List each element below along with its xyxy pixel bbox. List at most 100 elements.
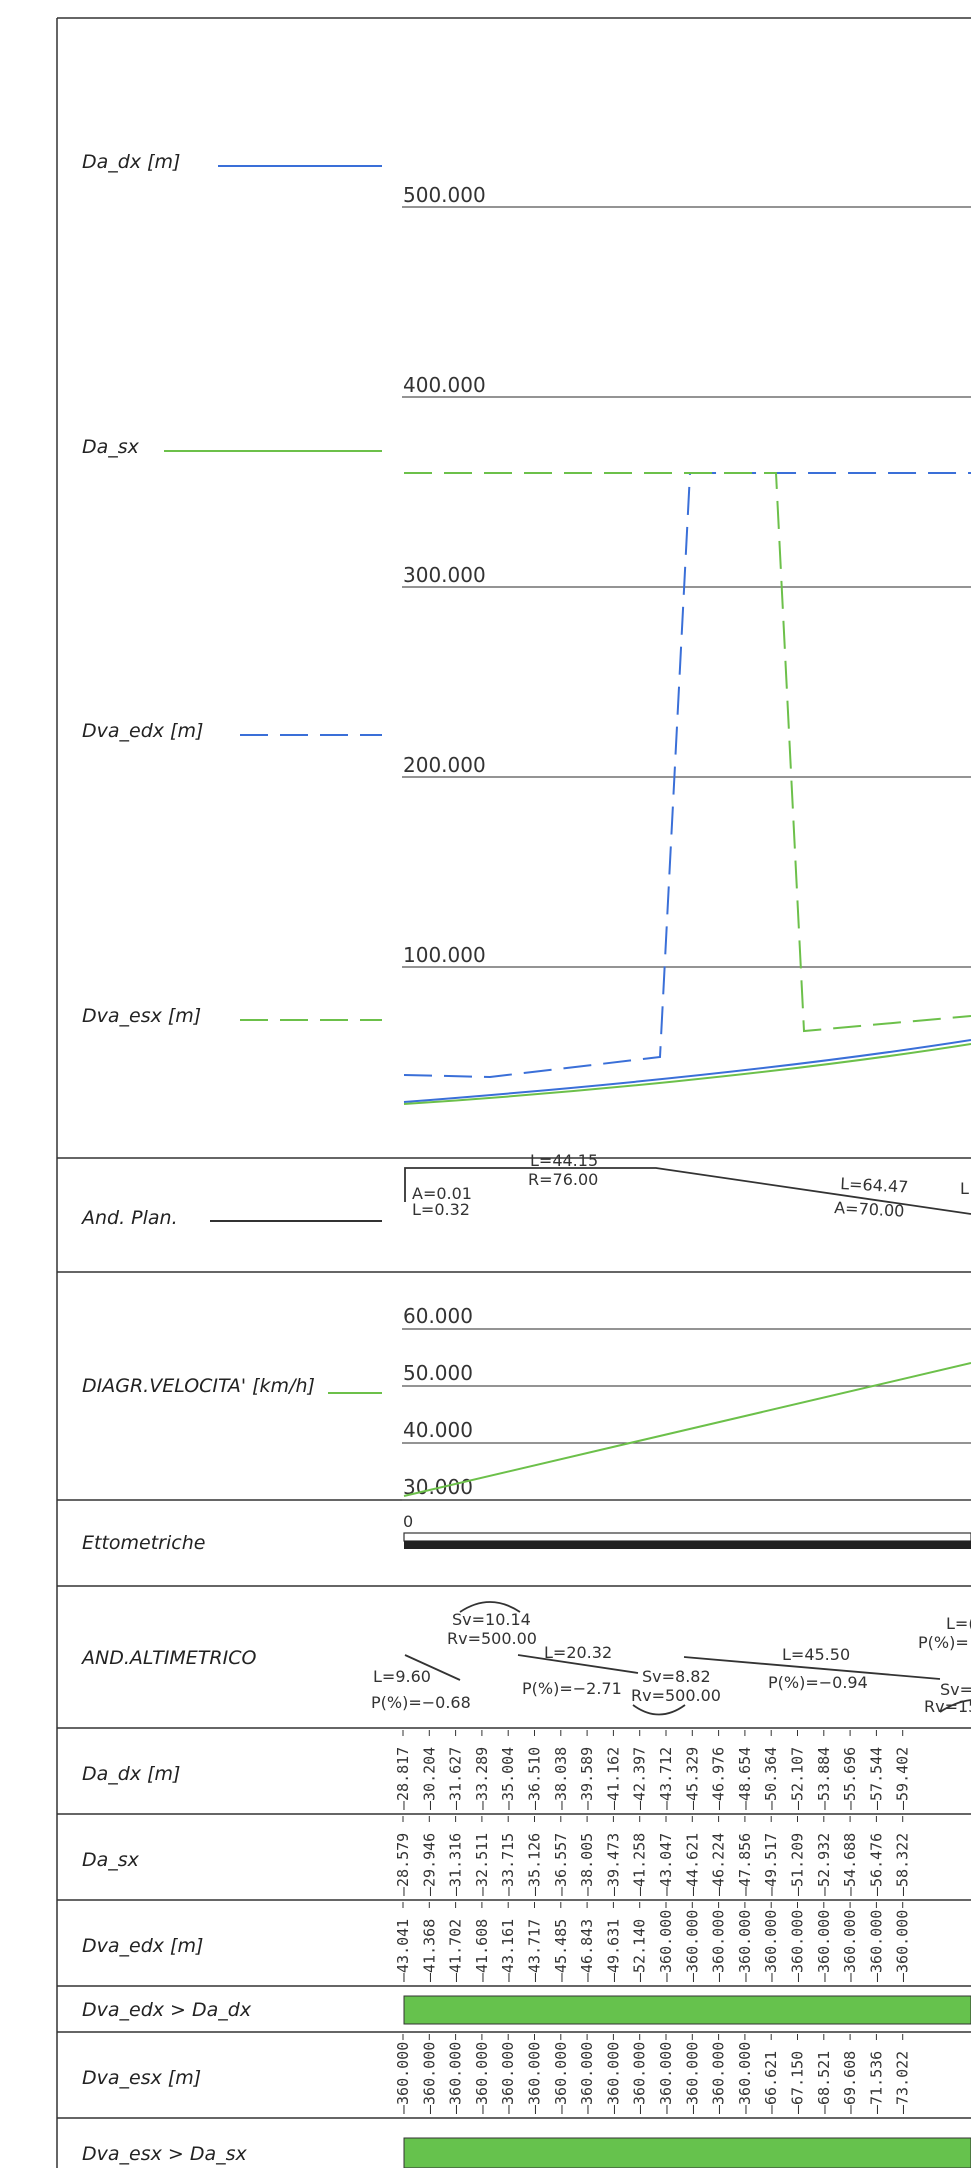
condition-bar-dva-edx	[403, 1995, 971, 2025]
row-label-dva-edx: Dva_edx [m]	[82, 1935, 203, 1957]
alignment-annotation: L=44.15	[530, 1151, 598, 1170]
series-dva-esx-line	[404, 472, 971, 1033]
grade-annotation: Sv=10.14	[452, 1610, 531, 1629]
table-cell-value: —46.976	[710, 1747, 728, 1810]
table-cell-value: —38.038	[552, 1747, 570, 1810]
table-cell-value: —43.717	[526, 1919, 544, 1982]
table-cell-value: —58.322	[894, 1833, 912, 1896]
and-plan-label: And. Plan.	[80, 1207, 178, 1229]
table-cell-value: —32.511	[473, 1833, 491, 1896]
table-cell-value: —360.000	[841, 1910, 859, 1982]
speed-tick-label: 40.000	[403, 1418, 473, 1442]
grade-lines	[404, 1601, 971, 1716]
table-cell-value: —360.000	[657, 2042, 675, 2114]
table-cell-value: —28.579	[394, 1833, 412, 1896]
table-cell-value: —30.204	[420, 1747, 438, 1810]
table-cell-value: —53.884	[815, 1747, 833, 1810]
table-cell-value: —47.856	[736, 1833, 754, 1896]
table-cell-value: —43.712	[657, 1747, 675, 1810]
visibility-diagram: 500.000 400.000 300.000 200.000 100.000 …	[82, 151, 971, 1105]
table-cell-value: —360.000	[526, 2042, 544, 2114]
legend-label-da-dx: Da_dx [m]	[82, 151, 180, 173]
table-cell-value: —360.000	[736, 2042, 754, 2114]
table-cell-value: —360.000	[867, 1910, 885, 1982]
alignment-annotation: A=0.01	[412, 1184, 472, 1203]
y-tick-label: 300.000	[403, 563, 486, 587]
table-cell-value: —360.000	[710, 2042, 728, 2114]
ettometriche-label: Ettometriche	[82, 1532, 205, 1554]
y-gridlines	[402, 206, 971, 968]
grade-annotation: L=(	[946, 1614, 971, 1633]
table-cell-value: —39.473	[604, 1833, 622, 1896]
table-cell-value: —41.258	[631, 1833, 649, 1896]
y-tick-label: 200.000	[403, 753, 486, 777]
alignment-annotation: R=76.00	[528, 1170, 598, 1189]
row-label-dva-edx-gt-da-dx: Dva_edx > Da_dx	[82, 1999, 252, 2021]
series-da-sx-line	[403, 1043, 971, 1105]
vertical-profile-band: AND.ALTIMETRICO Sv=10.14 Rv=500.00 L=9.6…	[80, 1601, 971, 1716]
series-dva-edx-line	[403, 472, 971, 1079]
grade-annotation: Sv=8.82	[642, 1667, 711, 1686]
table-cell-value: —28.817	[394, 1747, 412, 1810]
ettometriche-start: 0	[403, 1512, 413, 1531]
table-cell-value: —360.000	[447, 2042, 465, 2114]
grade-annotation: Sv=	[940, 1680, 971, 1699]
hectometric-band: Ettometriche 0	[82, 1512, 971, 1554]
y-tick-label: 400.000	[403, 373, 486, 397]
table-cell-value: —36.557	[552, 1833, 570, 1896]
speed-line	[403, 1362, 971, 1497]
table-cell-value: —360.000	[683, 2042, 701, 2114]
table-cell-value: —360.000	[420, 2042, 438, 2114]
table-cell-value: —52.932	[815, 1833, 833, 1896]
table-cell-value: —360.000	[683, 1910, 701, 1982]
alignment-annotation: L	[960, 1179, 969, 1198]
table-cell-value: —57.544	[867, 1747, 885, 1810]
table-cell-value: —49.517	[762, 1833, 780, 1896]
horizontal-alignment-band: And. Plan. A=0.01 L=0.32 L=44.15 R=76.00…	[80, 1151, 971, 1229]
table-cell-value: —50.364	[762, 1747, 780, 1810]
table-cell-value: —360.000	[394, 2042, 412, 2114]
table-cell-value: —360.000	[473, 2042, 491, 2114]
table-cell-value: —66.621	[762, 2051, 780, 2114]
grade-annotation: Rv=500.00	[631, 1686, 721, 1705]
table-cell-value: —35.004	[499, 1747, 517, 1810]
series-da-dx-line	[403, 1039, 971, 1103]
row-values-da-sx: —28.579 —29.946 —31.316 —32.511 —33.715 —35.1…	[394, 1816, 912, 1896]
row-values-dva-edx: —43.041 —41.368 —41.702 —41.608 —43.161 —43.7…	[394, 1902, 912, 1982]
alignment-line	[404, 1167, 971, 1215]
table-cell-value: —360.000	[552, 2042, 570, 2114]
table-cell-value: —360.000	[631, 2042, 649, 2114]
table-cell-value: —49.631	[604, 1919, 622, 1982]
table-cell-value: —46.224	[710, 1833, 728, 1896]
table-cell-value: —45.329	[683, 1747, 701, 1810]
alignment-annotation: L=0.32	[412, 1200, 470, 1219]
altimetrico-label: AND.ALTIMETRICO	[80, 1647, 256, 1669]
table-cell-value: —360.000	[789, 1910, 807, 1982]
row-values-dva-esx: —360.000 —360.000 —360.000 —360.000 —360.000…	[394, 2034, 912, 2114]
table-cell-value: —41.608	[473, 1919, 491, 1982]
legend-label-dva-edx: Dva_edx [m]	[82, 720, 203, 742]
grade-annotation: L=9.60	[373, 1667, 431, 1686]
table-cell-value: —360.000	[578, 2042, 596, 2114]
speed-diagram-band: DIAGR.VELOCITA' [km/h] 60.000 50.000 40.…	[82, 1304, 971, 1501]
row-label-dva-esx-gt-da-sx: Dva_esx > Da_sx	[82, 2143, 248, 2165]
table-cell-value: —56.476	[867, 1833, 885, 1896]
table-cell-value: —360.000	[499, 2042, 517, 2114]
table-cell-value: —29.946	[420, 1833, 438, 1896]
table-cell-value: —68.521	[815, 2051, 833, 2114]
table-cell-value: —51.209	[789, 1833, 807, 1896]
table-cell-value: —43.041	[394, 1919, 412, 1982]
speed-tick-label: 60.000	[403, 1304, 473, 1328]
table-cell-value: —59.402	[894, 1747, 912, 1810]
table-cell-value: —33.289	[473, 1747, 491, 1810]
condition-bar-dva-esx	[403, 2137, 971, 2168]
legend-label-da-sx: Da_sx	[82, 436, 140, 458]
table-cell-value: —35.126	[526, 1833, 544, 1896]
table-cell-value: —73.022	[894, 2051, 912, 2114]
alignment-annotation: L=64.47	[840, 1174, 909, 1197]
legend-label-dva-esx: Dva_esx [m]	[82, 1005, 201, 1027]
speed-tick-label: 50.000	[403, 1361, 473, 1385]
table-cell-value: —67.150	[789, 2051, 807, 2114]
row-values-da-dx: —28.817 —30.204 —31.627 —33.289 —35.004 —36.5…	[394, 1730, 912, 1810]
